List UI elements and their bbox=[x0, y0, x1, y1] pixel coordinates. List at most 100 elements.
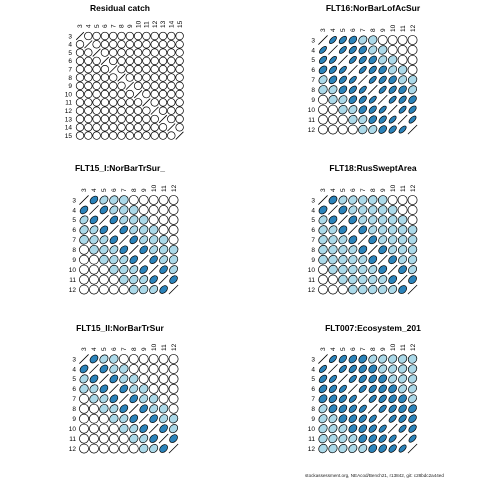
correlation-ellipse bbox=[329, 55, 337, 64]
correlation-ellipse bbox=[99, 195, 109, 205]
correlation-ellipse bbox=[109, 73, 118, 82]
correlation-ellipse bbox=[328, 85, 338, 95]
correlation-ellipse bbox=[169, 275, 178, 284]
correlation-ellipse bbox=[168, 205, 179, 215]
correlation-ellipse bbox=[158, 235, 169, 245]
panel-5: FLT15_II:NorBarTrSur33445566778899101011… bbox=[69, 323, 179, 454]
correlation-ellipse bbox=[150, 123, 159, 132]
correlation-ellipse bbox=[378, 115, 387, 124]
correlation-ellipse bbox=[159, 285, 168, 294]
correlation-ellipse bbox=[119, 274, 129, 285]
correlation-ellipse bbox=[79, 215, 89, 225]
correlation-ellipse bbox=[338, 424, 348, 434]
correlation-ellipse bbox=[158, 31, 168, 41]
correlation-ellipse bbox=[75, 40, 85, 49]
correlation-ellipse bbox=[408, 424, 417, 433]
correlation-ellipse bbox=[388, 394, 397, 404]
correlation-ellipse bbox=[119, 364, 129, 374]
column-tick-label: 11 bbox=[400, 25, 407, 32]
column-tick-label: 4 bbox=[330, 347, 337, 351]
column-tick-label: 11 bbox=[400, 185, 407, 192]
correlation-ellipse bbox=[89, 354, 99, 364]
correlation-ellipse bbox=[119, 195, 129, 205]
correlation-ellipse bbox=[125, 131, 134, 140]
column-tick-label: 6 bbox=[350, 188, 357, 192]
correlation-ellipse bbox=[407, 214, 418, 225]
correlation-ellipse bbox=[348, 394, 357, 403]
correlation-ellipse bbox=[378, 404, 387, 413]
correlation-ellipse bbox=[387, 215, 398, 225]
correlation-ellipse bbox=[138, 215, 149, 225]
correlation-ellipse bbox=[79, 254, 89, 265]
correlation-ellipse bbox=[368, 205, 378, 215]
correlation-ellipse bbox=[328, 404, 338, 414]
correlation-ellipse bbox=[129, 384, 139, 394]
diagonal-line bbox=[347, 64, 358, 75]
column-tick-label: 8 bbox=[370, 347, 377, 351]
correlation-ellipse bbox=[338, 195, 348, 205]
correlation-ellipse bbox=[133, 98, 143, 107]
correlation-ellipse bbox=[92, 40, 101, 49]
correlation-ellipse bbox=[348, 264, 358, 275]
correlation-ellipse bbox=[175, 106, 184, 115]
diagonal-line bbox=[125, 81, 134, 90]
row-tick-label: 7 bbox=[72, 396, 76, 403]
correlation-ellipse bbox=[328, 264, 338, 275]
diagonal-line bbox=[357, 234, 368, 245]
correlation-ellipse bbox=[358, 85, 367, 94]
correlation-ellipse bbox=[98, 284, 109, 295]
column-tick-label: 10 bbox=[151, 343, 158, 351]
row-tick-label: 5 bbox=[311, 57, 315, 64]
correlation-ellipse bbox=[118, 284, 129, 295]
correlation-ellipse bbox=[318, 94, 328, 105]
correlation-ellipse bbox=[125, 89, 134, 99]
correlation-ellipse bbox=[328, 354, 337, 364]
correlation-ellipse bbox=[318, 394, 328, 404]
correlation-ellipse bbox=[109, 215, 119, 225]
correlation-ellipse bbox=[408, 394, 417, 404]
column-tick-label: 12 bbox=[410, 343, 417, 351]
diagonal-line bbox=[407, 443, 418, 454]
correlation-ellipse bbox=[408, 265, 418, 275]
correlation-ellipse bbox=[167, 131, 176, 140]
correlation-ellipse bbox=[175, 40, 184, 49]
correlation-ellipse bbox=[318, 85, 328, 95]
correlation-ellipse bbox=[89, 423, 99, 434]
diagonal-line bbox=[128, 403, 139, 414]
correlation-ellipse bbox=[158, 205, 169, 215]
column-tick-label: 6 bbox=[111, 347, 118, 351]
row-tick-label: 3 bbox=[72, 197, 76, 204]
correlation-ellipse bbox=[142, 73, 151, 82]
row-tick-label: 6 bbox=[72, 386, 76, 393]
panel-title: FLT16:NorBarLofAcSur bbox=[326, 3, 421, 13]
correlation-ellipse bbox=[168, 354, 179, 364]
correlation-ellipse bbox=[119, 215, 129, 225]
correlation-ellipse bbox=[407, 195, 418, 205]
column-tick-label: 4 bbox=[86, 24, 93, 28]
correlation-ellipse bbox=[129, 255, 139, 264]
correlation-ellipse bbox=[79, 235, 89, 245]
diagonal-line bbox=[397, 114, 408, 125]
correlation-ellipse bbox=[338, 225, 348, 235]
correlation-ellipse bbox=[149, 235, 159, 245]
column-tick-label: 7 bbox=[121, 347, 128, 351]
correlation-ellipse bbox=[109, 205, 119, 215]
correlation-ellipse bbox=[150, 48, 159, 57]
correlation-ellipse bbox=[378, 125, 387, 134]
correlation-ellipse bbox=[397, 35, 408, 45]
correlation-ellipse bbox=[89, 235, 99, 245]
correlation-ellipse bbox=[368, 444, 378, 453]
column-tick-label: 10 bbox=[151, 184, 158, 192]
correlation-ellipse bbox=[348, 215, 358, 225]
correlation-ellipse bbox=[109, 354, 119, 364]
correlation-ellipse bbox=[158, 354, 169, 364]
correlation-ellipse bbox=[149, 275, 158, 284]
diagonal-line bbox=[148, 423, 159, 434]
correlation-ellipse bbox=[175, 89, 184, 99]
diagonal-line bbox=[148, 264, 159, 275]
correlation-ellipse bbox=[388, 235, 398, 245]
correlation-ellipse bbox=[149, 414, 158, 424]
correlation-ellipse bbox=[75, 89, 85, 99]
correlation-ellipse bbox=[84, 31, 93, 41]
correlation-ellipse bbox=[368, 45, 378, 55]
